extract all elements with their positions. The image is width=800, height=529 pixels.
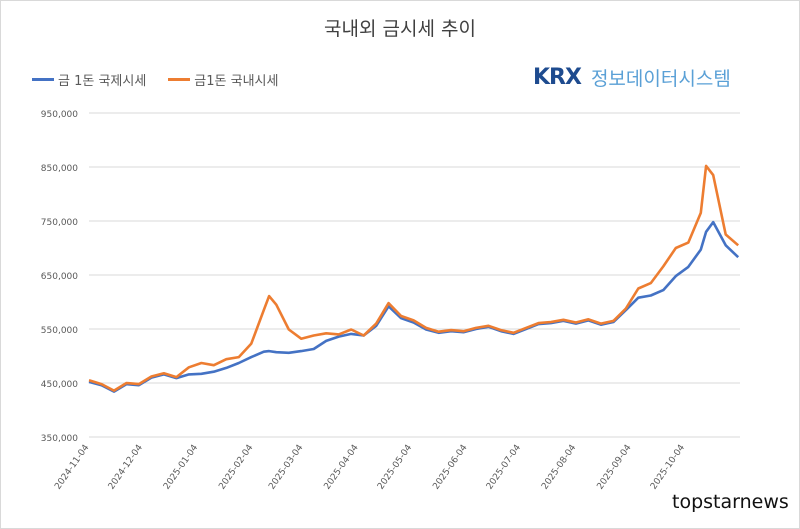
x-tick-label: 2025-02-04	[217, 443, 255, 492]
krx-logo-mark: KRX	[533, 65, 582, 90]
y-tick-label: 750,000	[41, 218, 78, 228]
x-tick-label: 2024-11-04	[53, 443, 91, 492]
y-tick-label: 650,000	[41, 272, 78, 282]
y-tick-label: 350,000	[41, 434, 78, 444]
krx-logo-text: 정보데이터시스템	[590, 68, 731, 90]
x-tick-label: 2025-10-04	[649, 443, 687, 492]
x-tick-label: 2025-04-04	[323, 443, 361, 492]
y-tick-label: 550,000	[41, 326, 78, 336]
x-tick-label: 2025-08-04	[540, 443, 578, 492]
legend-label-international: 금 1돈 국제시세	[58, 74, 147, 89]
legend: 금 1돈 국제시세 금1돈 국내시세	[32, 70, 278, 89]
legend-swatch-international	[32, 78, 54, 81]
series-line-domestic	[88, 164, 740, 392]
x-tick-label: 2025-07-04	[485, 443, 523, 492]
series-line-international	[88, 220, 740, 393]
legend-swatch-domestic	[168, 78, 191, 81]
x-tick-label: 2024-12-04	[107, 443, 145, 492]
watermark: topstarnews	[672, 491, 789, 513]
x-tick-label: 2025-09-04	[595, 443, 633, 492]
x-tick-label: 2025-01-04	[162, 443, 200, 492]
x-tick-label: 2025-06-04	[431, 443, 469, 492]
x-tick-label: 2025-05-04	[376, 443, 414, 492]
y-tick-label: 450,000	[41, 380, 78, 390]
legend-label-domestic: 금1돈 국내시세	[194, 74, 279, 89]
legend-item-domestic: 금1돈 국내시세	[168, 70, 278, 89]
chart-title: 국내외 금시세 추이	[324, 18, 476, 40]
krx-logo: KRX 정보데이터시스템	[533, 64, 731, 91]
y-tick-label: 950,000	[41, 110, 78, 120]
y-tick-label: 850,000	[41, 164, 78, 174]
x-tick-label: 2025-03-04	[267, 443, 305, 492]
legend-item-international: 금 1돈 국제시세	[32, 70, 146, 89]
